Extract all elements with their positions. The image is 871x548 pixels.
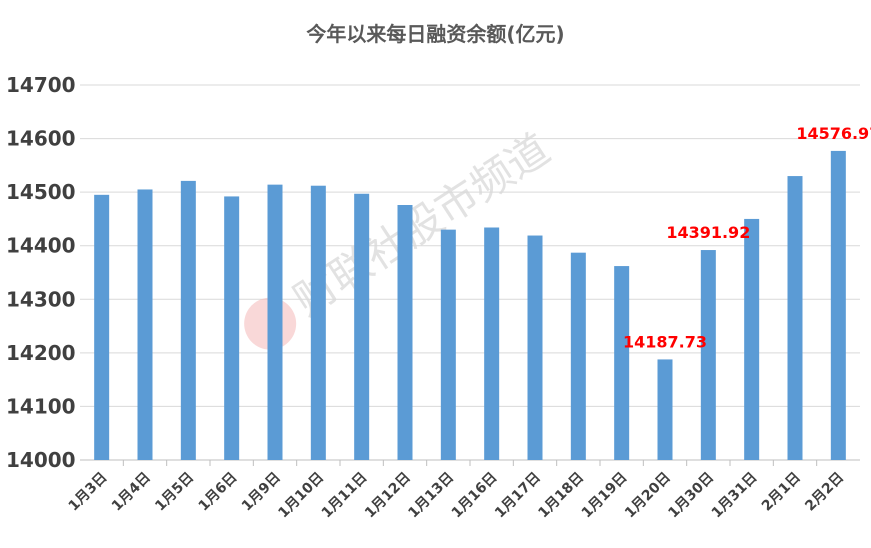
bar xyxy=(744,218,760,460)
bar xyxy=(614,266,630,460)
x-tick-label: 1月13日 xyxy=(405,470,457,522)
bars xyxy=(94,150,846,461)
x-tick-label: 2月2日 xyxy=(802,470,847,515)
watermark: 财联社股市频道 xyxy=(244,124,558,350)
bar xyxy=(787,176,803,461)
x-tick-label: 1月12日 xyxy=(362,470,414,522)
bar xyxy=(484,227,500,460)
x-tick-label: 1月17日 xyxy=(492,470,544,522)
bar xyxy=(94,194,110,461)
x-tick-label: 1月18日 xyxy=(535,470,587,522)
x-tick-label: 1月4日 xyxy=(109,470,154,515)
y-axis-ticks: 14000 14100 14200 14300 14400 14500 14600 14700 xyxy=(6,73,76,472)
bar xyxy=(830,150,846,460)
x-tick-label: 1月31日 xyxy=(709,470,761,522)
x-tick-label: 1月3日 xyxy=(66,470,111,515)
y-tick-label: 14600 xyxy=(6,127,76,151)
x-tick-label: 1月10日 xyxy=(275,470,327,522)
gridlines xyxy=(80,84,860,461)
x-tick-label: 2月1日 xyxy=(759,470,804,515)
x-tick-label: 1月19日 xyxy=(579,470,631,522)
data-label: 14391.92 xyxy=(666,223,750,242)
data-label: 14576.97 xyxy=(796,124,871,143)
bar xyxy=(180,180,196,460)
bar xyxy=(700,250,716,460)
bar xyxy=(397,205,413,460)
x-tick-label: 1月16日 xyxy=(449,470,501,522)
bar xyxy=(657,359,673,460)
x-axis-ticks: 1月3日1月4日1月5日1月6日1月9日1月10日1月11日1月12日1月13日… xyxy=(66,460,847,522)
data-label: 14187.73 xyxy=(623,332,707,351)
x-tick-label: 1月20日 xyxy=(622,470,674,522)
bar xyxy=(570,252,586,460)
x-tick-label: 1月11日 xyxy=(319,470,371,522)
x-tick-label: 1月5日 xyxy=(152,470,197,515)
y-tick-label: 14100 xyxy=(6,394,76,418)
y-tick-label: 14500 xyxy=(6,180,76,204)
bar xyxy=(310,185,326,460)
x-tick-label: 1月6日 xyxy=(196,470,241,515)
bar xyxy=(224,196,240,460)
data-labels: 14187.73 14391.92 14576.97 xyxy=(623,124,871,352)
bar xyxy=(527,235,543,460)
y-tick-label: 14000 xyxy=(6,448,76,472)
y-tick-label: 14200 xyxy=(6,341,76,365)
x-tick-label: 1月30日 xyxy=(665,470,717,522)
chart-title: 今年以来每日融资余额(亿元) xyxy=(306,22,565,46)
watermark-text: 财联社股市频道 xyxy=(285,124,558,325)
bar xyxy=(354,193,370,460)
bar xyxy=(267,184,283,460)
bar xyxy=(137,189,153,460)
bar xyxy=(440,229,456,460)
y-tick-label: 14700 xyxy=(6,73,76,97)
y-tick-label: 14400 xyxy=(6,234,76,258)
y-tick-label: 14300 xyxy=(6,287,76,311)
